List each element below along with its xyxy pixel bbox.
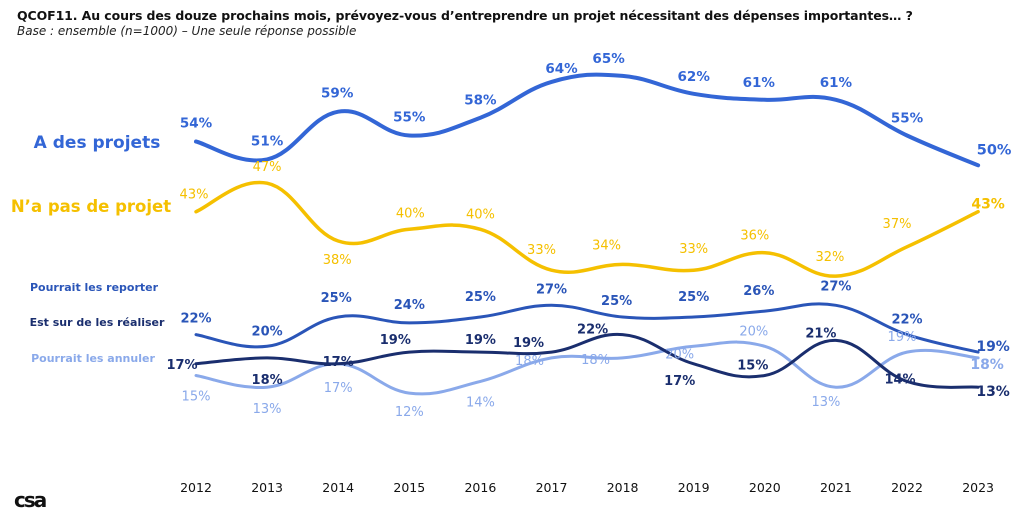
data-label: 15% (737, 359, 768, 374)
data-label: 61% (743, 75, 776, 91)
data-label: 25% (321, 291, 352, 306)
x-tick-label: 2021 (820, 480, 852, 495)
data-label: 24% (394, 298, 425, 313)
x-tick-label: 2014 (322, 480, 354, 495)
x-tick-label: 2022 (891, 480, 923, 495)
data-label: 18% (581, 353, 610, 368)
data-label: 13% (253, 402, 282, 417)
data-label: 18% (970, 357, 1004, 373)
series-name-annuler: Pourrait les annuler (31, 352, 155, 365)
x-tick-label: 2012 (180, 480, 212, 495)
data-label: 36% (740, 229, 769, 244)
data-label: 54% (180, 116, 213, 132)
data-label: 55% (393, 110, 426, 126)
data-label: 19% (976, 339, 1010, 355)
data-label: 17% (324, 381, 353, 396)
series-line-a-des-projets (194, 72, 981, 168)
data-label: 20% (739, 324, 768, 339)
x-tick-label: 2018 (607, 480, 639, 495)
series-line-realiser (194, 332, 980, 389)
data-label: 43% (971, 197, 1005, 213)
data-label: 18% (252, 373, 283, 388)
chart-header: QCOF11. Au cours des douze prochains moi… (17, 8, 1017, 38)
data-label: 12% (395, 405, 424, 420)
data-label: 14% (466, 395, 495, 410)
x-tick-label: 2015 (393, 480, 425, 495)
chart-title: QCOF11. Au cours des douze prochains moi… (17, 8, 913, 23)
data-label: 27% (820, 279, 851, 294)
series-name-pas-de-projet: N’a pas de projet (11, 197, 171, 216)
data-label: 55% (891, 111, 924, 127)
data-label: 19% (513, 336, 544, 351)
series-line-pas-de-projet (194, 180, 980, 278)
data-label: 19% (888, 330, 917, 345)
x-tick-label: 2020 (749, 480, 781, 495)
series-name-reporter: Pourrait les reporter (30, 281, 159, 294)
data-label: 17% (664, 374, 695, 389)
data-label: 20% (252, 324, 283, 339)
data-label: 22% (891, 313, 922, 328)
x-tick-label: 2016 (464, 480, 496, 495)
data-label: 21% (805, 326, 836, 341)
data-label: 13% (976, 384, 1010, 400)
data-label: 17% (323, 355, 354, 370)
x-tick-label: 2023 (962, 480, 994, 495)
data-label: 14% (884, 372, 915, 387)
data-label: 65% (592, 51, 625, 67)
data-label: 18% (515, 354, 544, 369)
data-label: 47% (253, 160, 282, 175)
data-label: 61% (820, 75, 853, 91)
data-label: 33% (679, 242, 708, 257)
series-line-reporter (194, 302, 980, 354)
data-label: 17% (166, 358, 197, 373)
chart-subtitle: Base : ensemble (n=1000) – Une seule rép… (17, 24, 357, 38)
data-label: 37% (883, 217, 912, 232)
data-label: 58% (464, 93, 497, 109)
data-label: 19% (380, 333, 411, 348)
data-label: 38% (323, 253, 352, 268)
data-label: 33% (527, 243, 556, 258)
series-name-a-des-projets: A des projets (34, 133, 161, 153)
data-label: 22% (577, 323, 608, 338)
data-label: 22% (180, 312, 211, 327)
x-tick-label: 2019 (678, 480, 710, 495)
data-label: 51% (251, 133, 284, 149)
data-label: 59% (321, 86, 354, 102)
data-label: 64% (545, 61, 578, 77)
data-label: 62% (678, 69, 711, 85)
data-label: 19% (465, 333, 496, 348)
data-label: 15% (182, 390, 211, 405)
data-label: 25% (678, 290, 709, 305)
data-label: 43% (180, 188, 209, 203)
data-label: 34% (592, 238, 621, 253)
series-name-realiser: Est sur de les réaliser (30, 316, 165, 329)
csa-logo: csa (14, 488, 47, 512)
x-tick-label: 2017 (536, 480, 568, 495)
data-label: 25% (465, 290, 496, 305)
data-label: 40% (466, 207, 495, 222)
data-label: 26% (743, 284, 774, 299)
data-label: 27% (536, 282, 567, 297)
data-label: 50% (977, 142, 1012, 158)
data-label: 40% (396, 206, 425, 221)
data-label: 13% (811, 395, 840, 410)
data-label: 25% (601, 294, 632, 309)
data-label: 32% (815, 250, 844, 265)
data-label: 20% (665, 347, 694, 362)
x-tick-label: 2013 (251, 480, 283, 495)
